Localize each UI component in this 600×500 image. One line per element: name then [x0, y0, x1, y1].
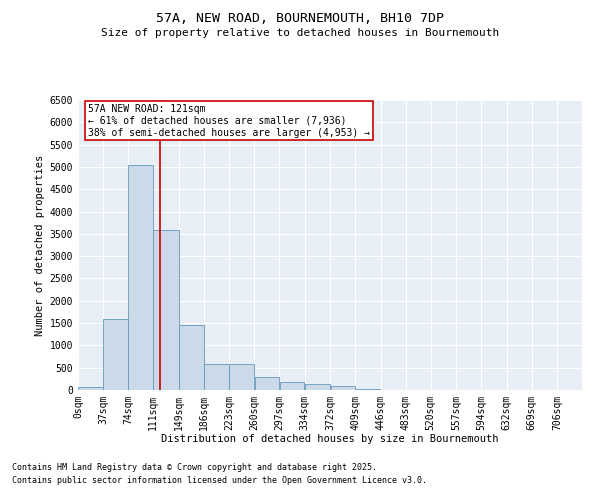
Bar	[356, 389, 380, 390]
Bar	[229, 364, 254, 390]
Bar	[179, 326, 204, 390]
Bar	[128, 164, 153, 390]
Y-axis label: Number of detached properties: Number of detached properties	[35, 154, 46, 336]
Text: Contains HM Land Registry data © Crown copyright and database right 2025.: Contains HM Land Registry data © Crown c…	[12, 464, 377, 472]
Bar	[305, 384, 330, 390]
Text: 57A NEW ROAD: 121sqm
← 61% of detached houses are smaller (7,936)
38% of semi-de: 57A NEW ROAD: 121sqm ← 61% of detached h…	[88, 104, 370, 138]
Text: Size of property relative to detached houses in Bournemouth: Size of property relative to detached ho…	[101, 28, 499, 38]
Text: 57A, NEW ROAD, BOURNEMOUTH, BH10 7DP: 57A, NEW ROAD, BOURNEMOUTH, BH10 7DP	[156, 12, 444, 26]
Bar	[78, 388, 103, 390]
Bar	[280, 382, 304, 390]
Bar	[205, 364, 229, 390]
Text: Contains public sector information licensed under the Open Government Licence v3: Contains public sector information licen…	[12, 476, 427, 485]
Bar	[154, 230, 179, 390]
X-axis label: Distribution of detached houses by size in Bournemouth: Distribution of detached houses by size …	[161, 434, 499, 444]
Bar	[103, 318, 128, 390]
Bar	[254, 376, 279, 390]
Bar	[331, 386, 355, 390]
